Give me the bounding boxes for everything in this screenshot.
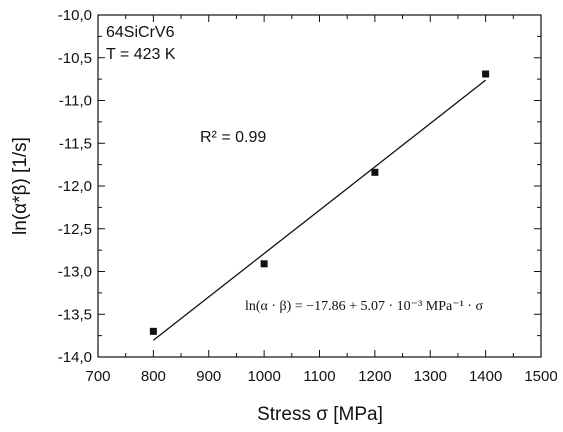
x-tick-label: 800	[141, 368, 166, 385]
x-tick-label: 1300	[414, 368, 447, 385]
x-tick-label: 900	[196, 368, 221, 385]
x-tick-label: 1000	[247, 368, 280, 385]
x-tick-label: 1500	[524, 368, 557, 385]
y-tick-label: -13,5	[58, 306, 92, 323]
x-tick-labels: 700 800 900 1000 1100 1200 1300 1400 1500	[85, 368, 557, 385]
x-tick-label: 1100	[303, 368, 335, 385]
fit-equation: ln(α · β) = −17.86 + 5.07 · 10⁻³ MPa⁻¹ ·…	[245, 299, 483, 314]
x-axis-title: Stress σ [MPa]	[257, 404, 383, 425]
axis-ticks	[97, 14, 542, 358]
y-tick-label: -14,0	[58, 349, 92, 366]
data-point	[482, 70, 490, 78]
y-tick-label: -10,5	[58, 50, 92, 67]
data-points	[149, 70, 490, 335]
y-tick-label: -11,0	[59, 93, 92, 110]
data-point	[371, 168, 379, 176]
y-tick-label: -10,0	[58, 7, 92, 24]
material-label: 64SiCrV6	[106, 24, 175, 41]
y-tick-label: -12,0	[58, 178, 92, 195]
y-tick-label: -13,0	[58, 264, 92, 281]
x-tick-label: 700	[85, 368, 110, 385]
fit-line	[152, 79, 487, 341]
r-squared-label: R² = 0.99	[200, 129, 266, 146]
x-tick-label: 1200	[358, 368, 391, 385]
y-tick-label: -12,5	[58, 221, 92, 238]
data-point	[149, 327, 157, 335]
data-point	[260, 260, 268, 268]
y-axis-title: ln(α*β) [1/s]	[10, 137, 31, 235]
temperature-label: T = 423 K	[106, 46, 176, 63]
x-tick-label: 1400	[469, 368, 502, 385]
y-tick-labels: -10,0 -10,5 -11,0 -11,5 -12,0 -12,5 -13,0 -13,5…	[58, 7, 92, 366]
y-tick-label: -11,5	[59, 135, 92, 152]
